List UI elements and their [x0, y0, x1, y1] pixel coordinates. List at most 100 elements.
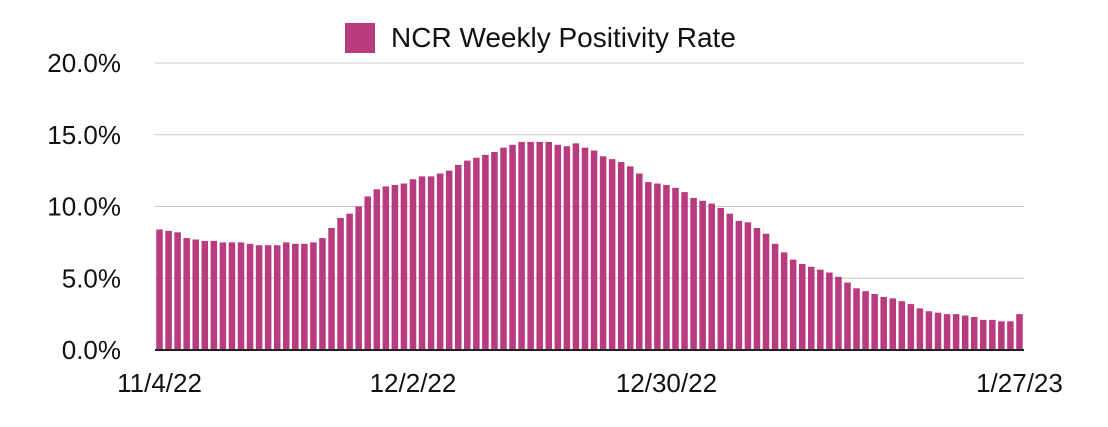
- bar: [264, 245, 272, 350]
- bar: [482, 154, 489, 350]
- bar: [636, 173, 643, 350]
- bar: [273, 245, 281, 350]
- bar: [500, 147, 507, 350]
- bar: [337, 217, 344, 350]
- bar: [871, 294, 878, 350]
- bar: [798, 263, 806, 350]
- bar: [400, 183, 408, 350]
- bar: [355, 206, 362, 350]
- bar: [1016, 314, 1023, 351]
- bar: [925, 311, 933, 350]
- bar: [898, 301, 906, 350]
- bar: [165, 230, 172, 350]
- bar: [998, 321, 1005, 350]
- bar: [853, 288, 860, 350]
- x-tick-label: 12/2/22: [370, 368, 457, 398]
- bar: [943, 314, 951, 351]
- legend-swatch: [345, 23, 375, 53]
- bar: [654, 183, 661, 350]
- bar: [174, 232, 181, 350]
- bar: [527, 141, 534, 350]
- bar: [771, 243, 779, 350]
- bar: [301, 243, 308, 350]
- bar: [645, 182, 652, 350]
- bar: [690, 197, 697, 350]
- bar: [744, 222, 752, 350]
- bar: [518, 141, 525, 350]
- bar: [789, 259, 797, 350]
- bar: [889, 298, 897, 350]
- bar: [509, 144, 516, 350]
- bar: [880, 296, 887, 350]
- bar: [681, 192, 688, 350]
- bar: [201, 240, 209, 350]
- bar: [319, 238, 326, 350]
- bar: [228, 242, 236, 351]
- bar: [970, 317, 978, 350]
- bar: [626, 166, 634, 350]
- bar: [808, 266, 815, 350]
- bar: [364, 196, 371, 350]
- legend-label: NCR Weekly Positivity Rate: [391, 22, 736, 53]
- bar: [292, 243, 299, 350]
- bar: [663, 184, 670, 350]
- bar: [717, 207, 725, 350]
- bar: [1007, 321, 1014, 350]
- bar: [599, 156, 607, 350]
- bar: [445, 170, 453, 351]
- x-tick-label: 11/4/22: [117, 368, 202, 398]
- bar: [916, 308, 924, 350]
- bar: [617, 162, 625, 350]
- bar: [572, 143, 580, 350]
- bar: [436, 173, 444, 350]
- bar: [726, 213, 734, 350]
- y-tick-label: 20.0%: [47, 48, 121, 78]
- y-tick-label: 10.0%: [47, 192, 121, 222]
- bar: [346, 213, 353, 350]
- bar: [989, 319, 996, 350]
- bar: [210, 240, 218, 350]
- bar: [780, 252, 788, 350]
- bar: [409, 179, 417, 350]
- bar: [952, 314, 960, 351]
- bar: [283, 242, 290, 351]
- bar: [907, 304, 915, 350]
- y-tick-label: 15.0%: [47, 120, 121, 150]
- x-tick-label: 12/30/22: [616, 368, 717, 398]
- bar: [672, 187, 679, 350]
- bar: [373, 189, 381, 350]
- bar: [934, 312, 942, 350]
- bar: [980, 319, 987, 350]
- bar: [391, 184, 399, 350]
- bar: [563, 146, 571, 350]
- y-tick-label: 0.0%: [62, 335, 121, 365]
- bar: [581, 147, 589, 350]
- bar: [590, 150, 598, 350]
- bar: [817, 269, 824, 350]
- bar: [454, 164, 462, 350]
- bar: [961, 315, 969, 350]
- bar: [219, 242, 227, 351]
- bar: [382, 186, 390, 350]
- bar: [554, 144, 562, 350]
- bar: [237, 242, 245, 351]
- bar: [545, 141, 553, 350]
- bar: [608, 159, 616, 350]
- bar: [192, 239, 199, 350]
- bar: [699, 200, 706, 350]
- bar: [255, 245, 263, 350]
- bar: [762, 233, 770, 350]
- bar: [826, 272, 833, 350]
- bar: [862, 291, 869, 350]
- bar: [246, 243, 254, 350]
- legend: NCR Weekly Positivity Rate: [345, 20, 736, 56]
- bar: [464, 160, 471, 350]
- y-tick-label: 5.0%: [62, 263, 121, 293]
- bar: [328, 228, 335, 350]
- bar: [418, 176, 426, 350]
- bar: [735, 220, 743, 350]
- bar: [491, 151, 498, 350]
- bar: [473, 157, 480, 350]
